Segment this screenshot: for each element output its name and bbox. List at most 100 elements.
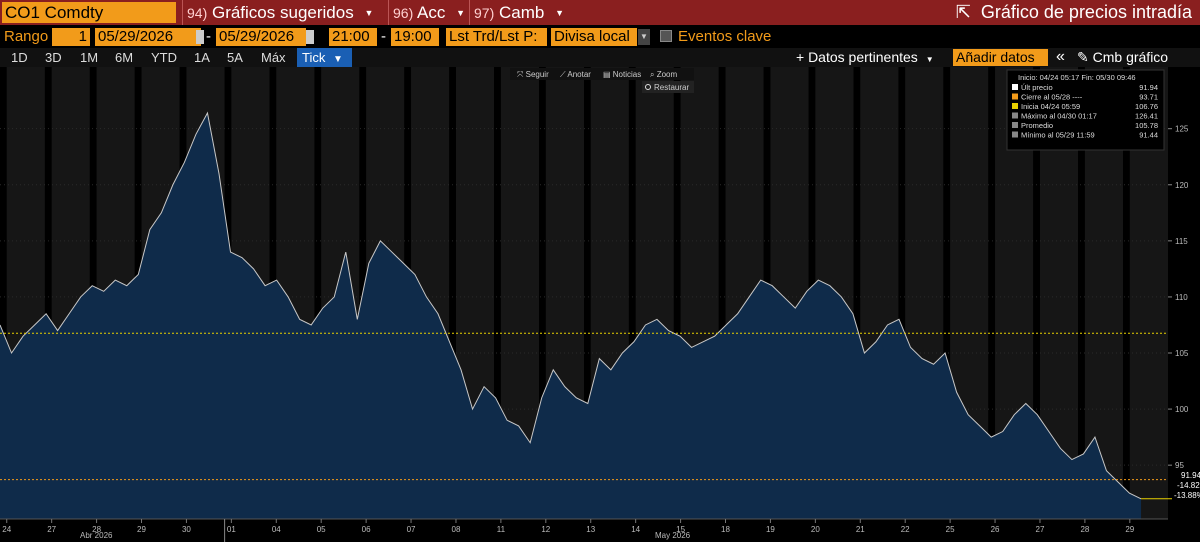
x-tick-label: 25	[946, 525, 955, 534]
chart-toolbar: ⤧ Seguir ⟋ Anotar ▤ Noticias ⌕ Zoom Rest…	[510, 68, 694, 93]
menu-change[interactable]: 97) Camb ▼	[469, 0, 565, 25]
x-tick-label: 29	[137, 525, 146, 534]
x-tick-label: 07	[407, 525, 416, 534]
key-events-label: Eventos clave	[678, 28, 772, 45]
range-dash: -	[206, 28, 211, 45]
legend-header: Inicio: 04/24 05:17 Fin: 05/30 09:46	[1018, 73, 1136, 82]
toolbar-bg	[510, 68, 694, 80]
legend-rows: Últ precio 91.94 Cierre al 05/28 ---- 93.71…	[1012, 83, 1158, 140]
legend-label: Cierre al 05/28 ----	[1021, 93, 1083, 102]
legend-swatch	[1012, 122, 1018, 128]
x-tick-label: 26	[991, 525, 1000, 534]
key-events-checkbox[interactable]	[660, 30, 672, 42]
zoom-label: Zoom	[657, 70, 678, 79]
range-count-field[interactable]: 1	[52, 28, 90, 46]
x-tick-label: 24	[2, 525, 11, 534]
legend-swatch	[1012, 84, 1018, 90]
intraday-chart-link[interactable]: ⇱ Gráfico de precios intradía	[956, 0, 1192, 25]
x-tick-label: 06	[362, 525, 371, 534]
chevron-down-icon[interactable]: ▼	[638, 29, 650, 45]
start-date-field[interactable]: 05/29/2026	[95, 28, 201, 46]
legend-value: 91.94	[1139, 83, 1158, 92]
follow-icon: ⤧	[517, 70, 526, 79]
period-ytd[interactable]: YTD	[151, 50, 177, 65]
legend-swatch	[1012, 93, 1018, 100]
y-tick-label: 115	[1175, 237, 1188, 246]
time-dash: -	[381, 28, 386, 45]
news-button[interactable]: ▤ Noticias	[603, 70, 641, 79]
period-3d[interactable]: 3D	[45, 50, 62, 65]
follow-label: Seguir	[526, 70, 549, 79]
menu-suggested-charts[interactable]: 94) Gráficos sugeridos ▼	[182, 0, 384, 25]
external-link-icon: ⇱	[955, 2, 971, 22]
menu-suggested-charts-label: Gráficos sugeridos	[211, 3, 354, 22]
relevant-data-label: + Datos pertinentes	[796, 49, 918, 65]
menu-change-label: Camb	[498, 3, 545, 22]
end-time-field[interactable]: 19:00	[391, 28, 439, 46]
restore-icon	[645, 84, 651, 90]
period-5a[interactable]: 5A	[227, 50, 243, 65]
x-tick-label: 22	[901, 525, 910, 534]
currency-select[interactable]: Divisa local	[551, 28, 637, 46]
follow-button[interactable]: ⤧ Seguir	[517, 70, 549, 79]
x-tick-label: 28	[1080, 525, 1089, 534]
period-1d[interactable]: 1D	[11, 50, 28, 65]
change-tag: -14.82	[1177, 481, 1200, 490]
y-tick-label: 95	[1175, 461, 1184, 470]
last-trade-field[interactable]: Lst Trd/Lst P:	[446, 28, 547, 46]
month-label-may: May 2026	[655, 531, 691, 540]
caret-down-icon: ▼	[332, 54, 343, 65]
edit-chart-button[interactable]: ✎ Cmb gráfico	[1077, 48, 1168, 67]
calendar-icon[interactable]	[306, 30, 314, 44]
x-tick-label: 27	[1036, 525, 1045, 534]
x-tick-label: 21	[856, 525, 865, 534]
x-tick-label: 05	[317, 525, 326, 534]
period-1a[interactable]: 1A	[194, 50, 210, 65]
legend-value: 126.41	[1135, 112, 1158, 121]
x-tick-label: 14	[631, 525, 640, 534]
x-tick-label: 27	[47, 525, 56, 534]
period-6m[interactable]: 6M	[115, 50, 134, 65]
x-axis: 24 27 28 29 30 01 04 05 06 07 08 11 12 13 14 15 18 19 20 21…	[0, 518, 1168, 542]
y-tick-label: 100	[1175, 405, 1189, 414]
restore-button[interactable]: Restaurar	[654, 83, 689, 92]
legend: Inicio: 04/24 05:17 Fin: 05/30 09:46 Últ…	[1006, 69, 1165, 151]
legend-label: Mínimo al 05/29 11:59	[1021, 131, 1095, 140]
price-area	[0, 112, 1142, 519]
price-chart[interactable]: 95 100 105 110 115 120 125 24 27 28 29 30 01 04 05 06 0…	[0, 67, 1200, 542]
add-data-button[interactable]: Añadir datos	[953, 49, 1048, 66]
period-max[interactable]: Máx	[261, 50, 286, 65]
collapse-icon[interactable]: «	[1056, 48, 1065, 65]
annotate-button[interactable]: ⟋ Anotar	[560, 70, 591, 79]
x-tick-label: 28	[92, 525, 101, 534]
x-tick-label: 13	[586, 525, 595, 534]
x-tick-label: 12	[541, 525, 550, 534]
menu-actions[interactable]: 96) Acc ▼	[388, 0, 466, 25]
y-tick-label: 120	[1175, 181, 1189, 190]
range-label: Rango	[4, 28, 49, 45]
tick-label: Tick	[302, 50, 326, 65]
ticker-field[interactable]: CO1 Comdty	[2, 2, 176, 23]
x-tick-label: 08	[452, 525, 461, 534]
menu-actions-num: 96)	[393, 5, 414, 21]
calendar-icon[interactable]	[196, 30, 204, 44]
x-tick-label: 19	[766, 525, 775, 534]
edit-chart-label: Cmb gráfico	[1092, 49, 1169, 65]
tick-dropdown[interactable]: Tick ▼	[297, 48, 352, 67]
zoom-button[interactable]: ⌕ Zoom	[650, 70, 677, 79]
relevant-data-button[interactable]: + Datos pertinentes ▼	[796, 48, 934, 67]
period-row: 1D 3D 1M 6M YTD 1A 5A Máx Tick ▼ + Datos…	[0, 48, 1200, 67]
legend-swatch	[1012, 103, 1018, 109]
month-label-apr: Abr 2026	[80, 531, 113, 540]
x-tick-label: 29	[1125, 525, 1134, 534]
end-date-field[interactable]: 05/29/2026	[216, 28, 306, 46]
pencil-icon: ✎	[1077, 49, 1089, 65]
start-time-field[interactable]: 21:00	[329, 28, 377, 46]
news-label: Noticias	[613, 70, 641, 79]
annotate-label: Anotar	[567, 70, 591, 79]
legend-label: Máximo al 04/30 01:17	[1021, 112, 1097, 121]
x-tick-label: 18	[721, 525, 730, 534]
period-1m[interactable]: 1M	[80, 50, 99, 65]
legend-bg	[1006, 69, 1165, 151]
legend-value: 105.78	[1135, 121, 1158, 130]
